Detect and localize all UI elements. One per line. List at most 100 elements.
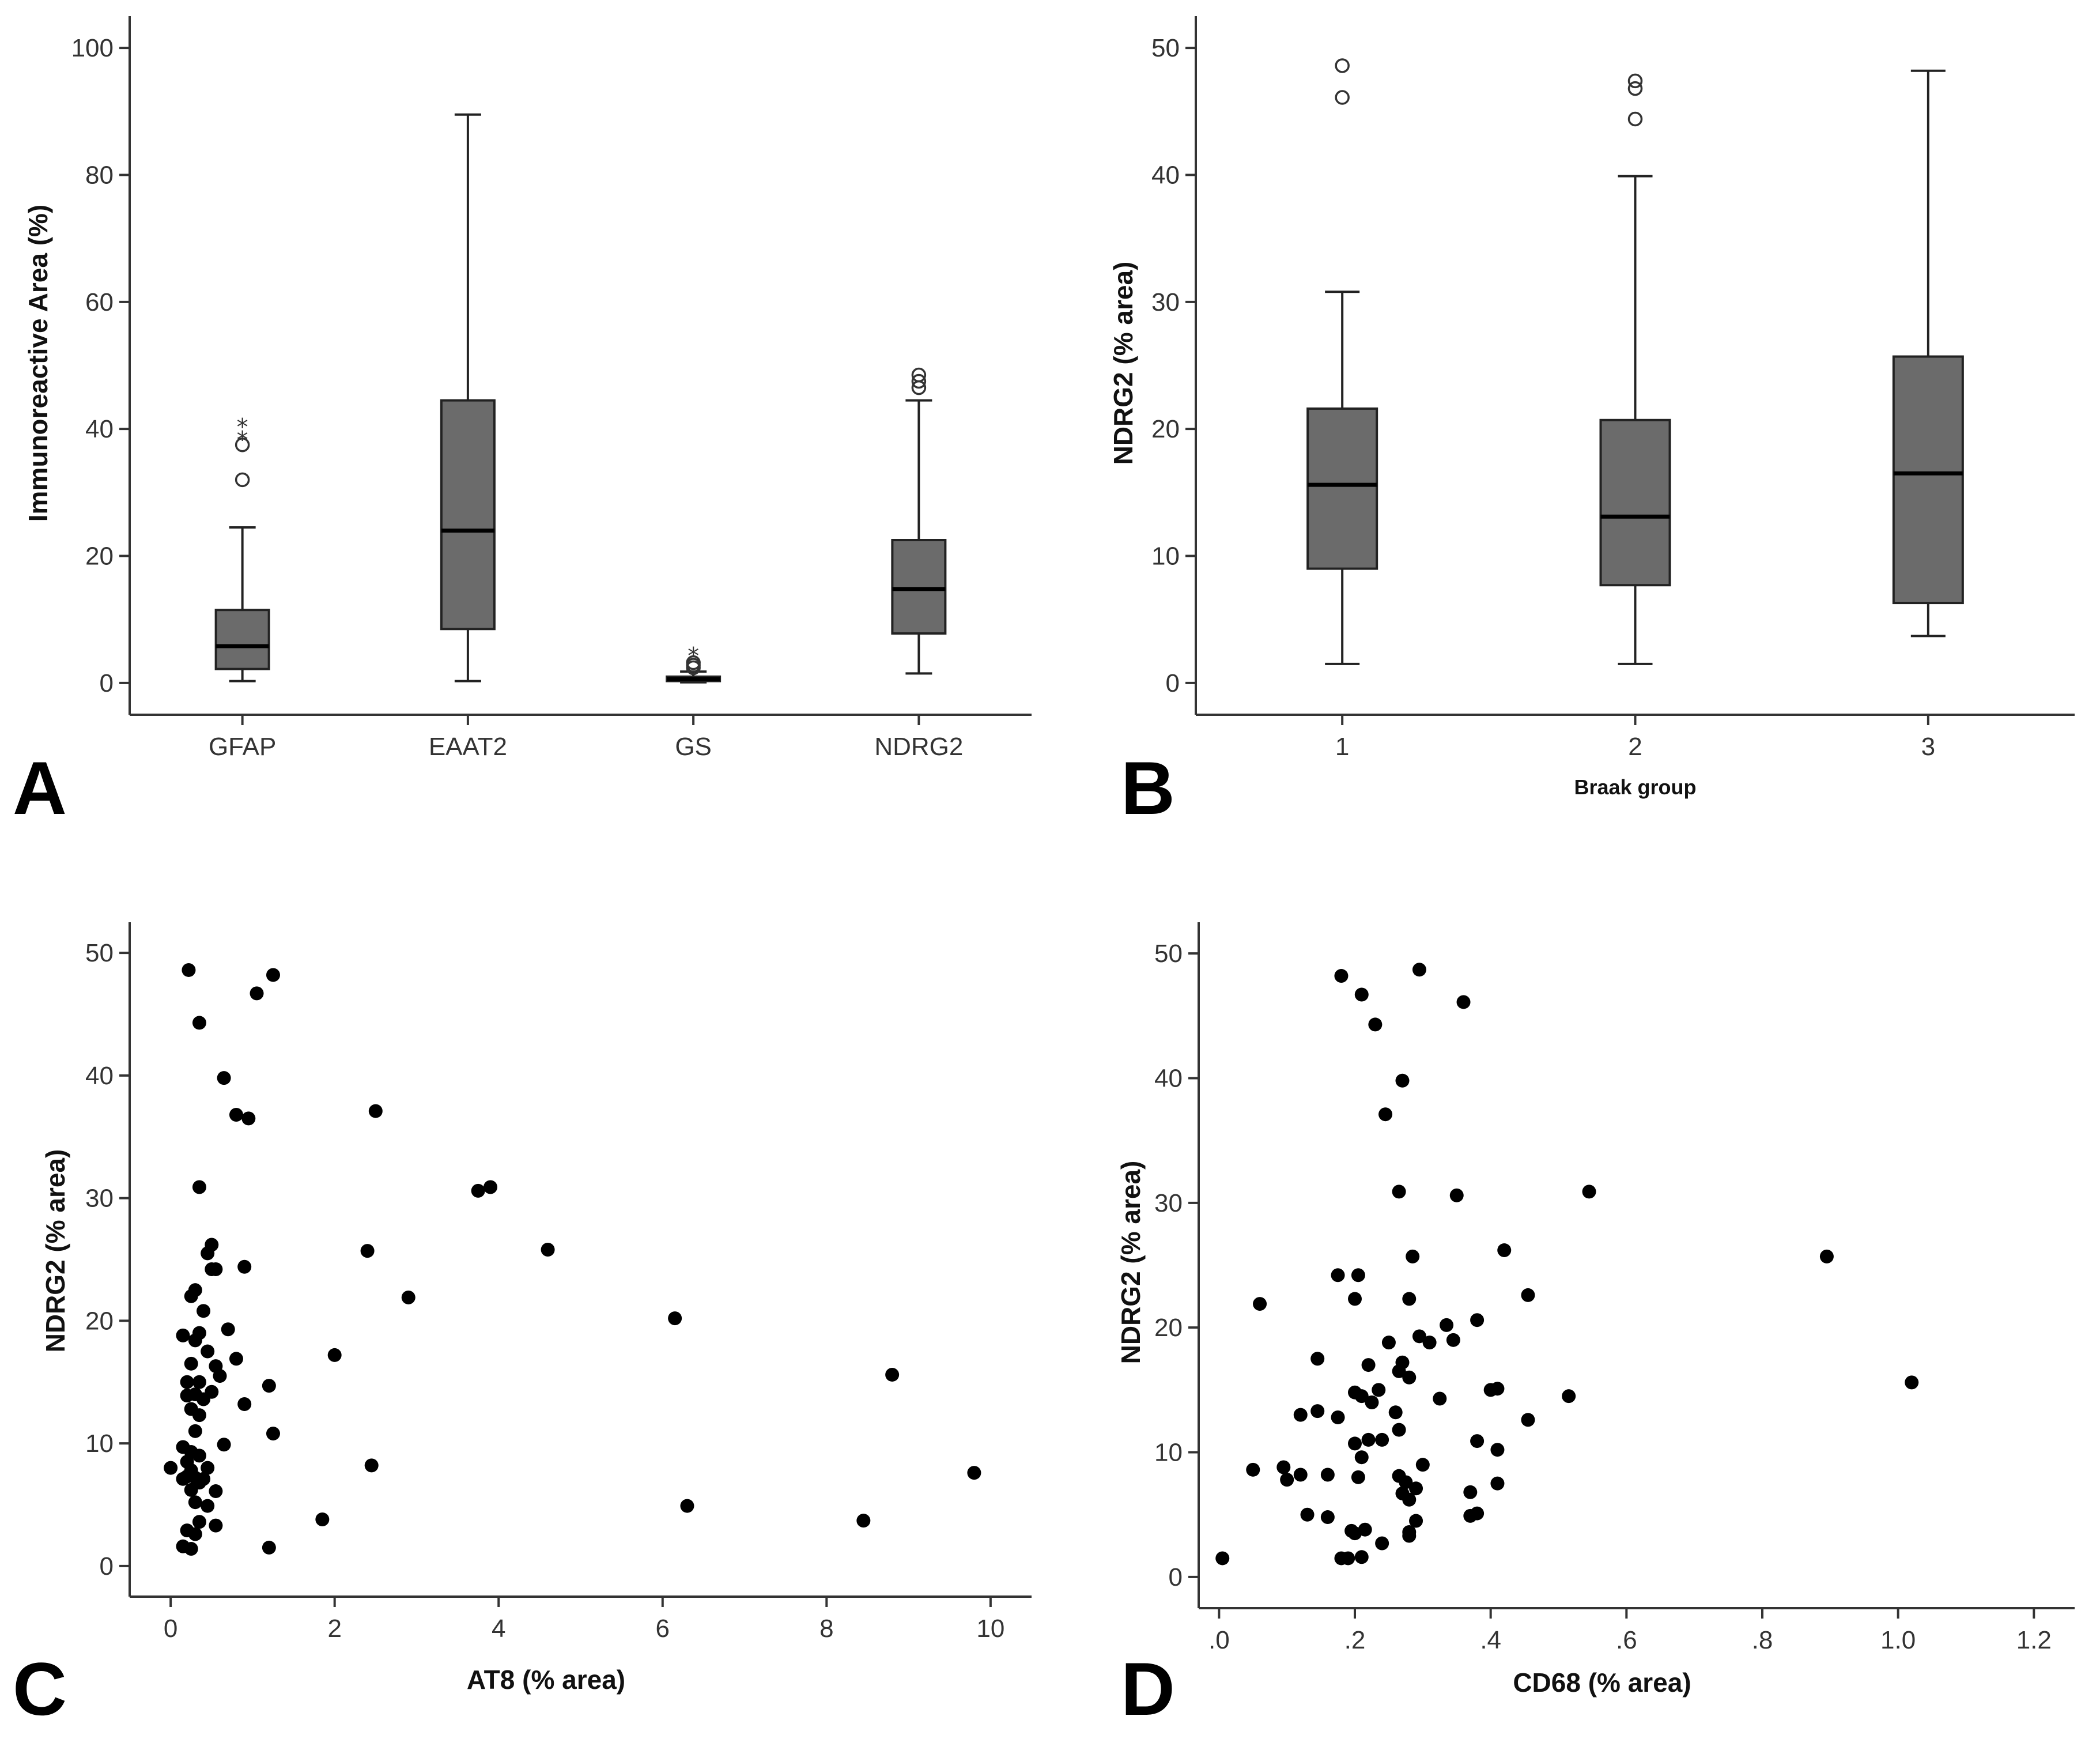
scatter-point	[1415, 1458, 1430, 1472]
scatter-point	[1490, 1476, 1505, 1491]
scatter-point	[1372, 1383, 1386, 1397]
scatter-point	[1905, 1375, 1919, 1390]
scatter-point	[1351, 1268, 1365, 1283]
y-tick-label: 0	[100, 1552, 114, 1581]
scatter-point	[188, 1424, 202, 1438]
scatter-point	[1378, 1107, 1393, 1122]
scatter-point	[217, 1438, 231, 1452]
scatter-point	[262, 1540, 276, 1555]
scatter-point	[1361, 1358, 1376, 1372]
x-tick-label: 1	[1335, 733, 1349, 761]
y-axis-label: NDRG2 (% area)	[1116, 1161, 1146, 1364]
scatter-point	[1348, 1436, 1362, 1451]
scatter-point	[1402, 1370, 1417, 1385]
box-iqr	[891, 539, 947, 635]
scatter-point	[1375, 1536, 1389, 1551]
x-tick-label: .2	[1344, 1626, 1366, 1654]
y-tick-label: 80	[85, 161, 114, 189]
scatter-point	[237, 1259, 252, 1274]
x-tick-label: .6	[1616, 1626, 1637, 1654]
panel-a: 0 20 40 60 80 100 Immunoreactive Area (%) GFAP *…	[23, 16, 1032, 761]
scatter-point	[1470, 1434, 1485, 1449]
scatter-point	[1422, 1336, 1437, 1350]
scatter-point	[1819, 1249, 1834, 1263]
scatter-point	[1375, 1432, 1389, 1447]
x-tick-label: 3	[1921, 733, 1935, 761]
scatter-point	[229, 1352, 243, 1366]
scatter-point	[201, 1344, 215, 1359]
scatter-point	[856, 1514, 871, 1528]
panel-c: 0 10 20 30 40 50 NDRG2 (% area) 0 2 4 6 8 10 AT8 (% a…	[40, 922, 1032, 1695]
scatter-point	[1521, 1288, 1535, 1302]
scatter-point	[266, 1427, 280, 1441]
y-tick-label: 40	[85, 1062, 114, 1090]
outlier-circle	[1627, 73, 1643, 89]
panel-d: 0 10 20 30 40 50 NDRG2 (% area) .0 .2 .4 .6 .8 1.0 1.…	[1116, 922, 2075, 1698]
x-tick-label: .0	[1208, 1626, 1230, 1654]
scatter-point	[192, 1408, 206, 1423]
scatter-point	[1381, 1336, 1396, 1350]
scatter-point	[1354, 1450, 1369, 1465]
x-tick-label: .8	[1752, 1626, 1773, 1654]
outlier-circle	[1627, 81, 1643, 96]
scatter-point	[1521, 1413, 1535, 1427]
scatter-point	[1402, 1529, 1417, 1543]
outlier-circle	[1627, 111, 1643, 127]
y-tick-label: 50	[1154, 940, 1183, 968]
scatter-point	[1293, 1468, 1308, 1482]
outlier-circle	[911, 367, 927, 383]
scatter-point	[1582, 1185, 1596, 1199]
y-tick-label: 30	[1154, 1189, 1183, 1217]
outlier-star: *	[237, 427, 248, 454]
scatter-point	[217, 1071, 231, 1085]
scatter-point	[1348, 1385, 1362, 1400]
scatter-point	[1276, 1460, 1291, 1474]
scatter-point	[192, 1375, 206, 1389]
box-iqr	[1599, 418, 1671, 587]
scatter-point	[1440, 1318, 1454, 1332]
scatter-point	[1253, 1297, 1267, 1311]
scatter-point	[1470, 1313, 1485, 1327]
scatter-point	[1310, 1404, 1325, 1419]
scatter-point	[229, 1107, 243, 1122]
scatter-point	[471, 1183, 485, 1198]
scatter-point	[1490, 1443, 1505, 1457]
scatter-point	[201, 1499, 215, 1513]
scatter-point	[1365, 1395, 1379, 1409]
scatter-point	[1392, 1423, 1406, 1437]
x-tick-label: 1.0	[1880, 1626, 1916, 1654]
y-tick-label: 30	[85, 1185, 114, 1213]
panel-letter-a: A	[13, 746, 67, 830]
x-tick-label: GS	[675, 733, 712, 761]
scatter-point	[1433, 1391, 1447, 1406]
scatter-point	[1392, 1364, 1406, 1378]
scatter-point	[201, 1246, 215, 1261]
x-tick-label: 8	[819, 1615, 833, 1643]
outlier-star: *	[688, 643, 699, 669]
x-tick-label: 1.2	[2016, 1626, 2052, 1654]
box-iqr	[440, 399, 496, 631]
y-axis-label: NDRG2 (% area)	[1108, 262, 1138, 465]
scatter-point	[1354, 987, 1369, 1002]
panel-letter-d: D	[1121, 1647, 1175, 1731]
x-tick-label: NDRG2	[874, 733, 963, 761]
scatter-point	[184, 1356, 198, 1371]
scatter-point	[967, 1466, 981, 1480]
scatter-point	[1293, 1408, 1308, 1422]
panel-letter-c: C	[13, 1647, 67, 1731]
scatter-point	[1483, 1383, 1498, 1397]
x-tick-label: GFAP	[209, 733, 276, 761]
x-tick-label: 0	[164, 1615, 177, 1643]
scatter-point	[364, 1458, 379, 1473]
scatter-point	[1463, 1485, 1478, 1499]
panel-b: 0 10 20 30 40 50 NDRG2 (% area) 1 2 3 Braak group	[1108, 16, 2075, 799]
scatter-point	[1334, 1551, 1349, 1566]
scatter-point	[192, 1180, 206, 1194]
scatter-point	[192, 1016, 206, 1030]
scatter-point	[209, 1484, 223, 1499]
scatter-point	[401, 1290, 416, 1304]
y-tick-label: 60	[85, 288, 114, 316]
scatter-point	[885, 1367, 900, 1382]
outlier-circle	[911, 374, 927, 389]
x-tick-label: 10	[976, 1615, 1004, 1643]
